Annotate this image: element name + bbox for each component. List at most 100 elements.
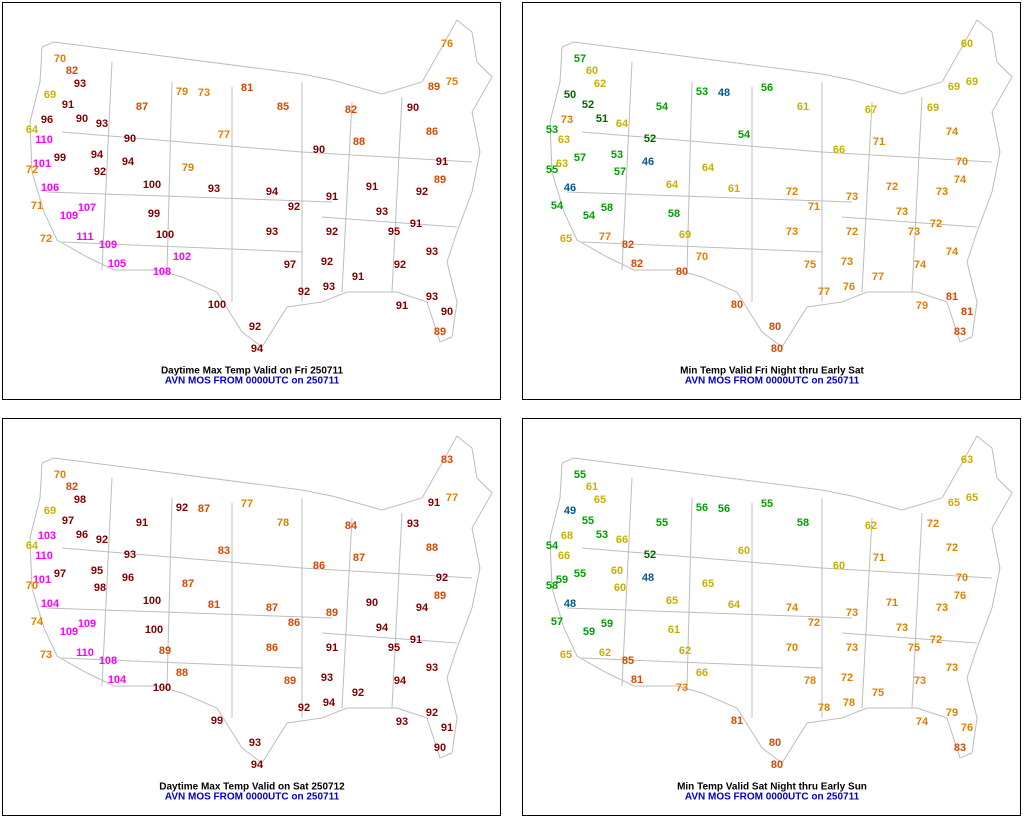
station-temp: 110 <box>35 134 53 146</box>
station-temp: 50 <box>564 89 576 101</box>
station-temp: 83 <box>441 454 453 466</box>
station-temp: 75 <box>446 76 458 88</box>
station-temp: 92 <box>416 186 428 198</box>
station-temp: 72 <box>40 233 52 245</box>
station-temp: 59 <box>601 618 613 630</box>
station-temp: 78 <box>277 517 289 529</box>
station-temp: 93 <box>321 672 333 684</box>
station-temp: 78 <box>818 702 830 714</box>
station-temp: 86 <box>288 617 300 629</box>
station-temp: 72 <box>930 634 942 646</box>
station-temp: 71 <box>886 597 898 609</box>
station-temp: 69 <box>679 229 691 241</box>
station-temp: 57 <box>574 53 586 65</box>
station-temp: 72 <box>886 181 898 193</box>
station-temp: 94 <box>251 343 264 355</box>
state-border <box>321 216 458 228</box>
station-temp: 60 <box>961 38 973 50</box>
station-temp: 53 <box>596 529 608 541</box>
station-temp: 77 <box>599 231 611 243</box>
station-temp: 100 <box>153 682 171 694</box>
station-temp: 52 <box>644 133 656 145</box>
station-temp: 73 <box>946 662 958 674</box>
station-temp: 92 <box>394 259 406 271</box>
station-temp: 55 <box>574 568 586 580</box>
state-border <box>841 632 978 644</box>
state-border <box>166 81 173 273</box>
station-temp: 75 <box>908 642 920 654</box>
station-temp: 55 <box>546 164 558 176</box>
station-temp: 99 <box>54 152 66 164</box>
station-temp: 73 <box>40 649 52 661</box>
station-temp: 62 <box>599 647 611 659</box>
station-temp: 97 <box>284 259 296 271</box>
station-temp: 62 <box>679 645 691 657</box>
station-temp: 93 <box>124 549 136 561</box>
state-border <box>61 241 303 253</box>
station-temp: 94 <box>394 675 407 687</box>
station-temp: 87 <box>182 578 194 590</box>
station-temp: 70 <box>54 469 66 481</box>
station-temp: 73 <box>676 682 688 694</box>
station-temp: 94 <box>323 697 336 709</box>
state-border <box>566 191 853 203</box>
station-temp: 111 <box>76 231 93 243</box>
station-temp: 73 <box>561 114 573 126</box>
state-border <box>581 131 823 153</box>
station-temp: 91 <box>352 271 364 283</box>
us-outline <box>549 435 1013 764</box>
station-temp: 87 <box>353 552 365 564</box>
station-temp: 56 <box>718 503 730 515</box>
station-temp: 87 <box>198 503 210 515</box>
station-temp: 46 <box>642 156 654 168</box>
station-temp: 92 <box>298 702 310 714</box>
station-temp: 99 <box>148 208 160 220</box>
station-temp: 83 <box>218 545 230 557</box>
station-temp: 75 <box>872 687 884 699</box>
us-outline <box>29 435 493 764</box>
us-outline <box>549 19 1013 348</box>
station-temp: 96 <box>122 572 134 584</box>
state-border <box>581 241 823 253</box>
station-temp: 57 <box>551 616 563 628</box>
station-temp: 74 <box>954 174 967 186</box>
state-border <box>821 567 993 579</box>
station-temp: 52 <box>582 99 594 111</box>
station-temp: 101 <box>33 574 51 586</box>
station-temp: 80 <box>676 266 688 278</box>
station-temp: 91 <box>136 517 148 529</box>
station-temp: 100 <box>156 229 174 241</box>
station-temp: 91 <box>410 218 422 230</box>
station-temp: 91 <box>326 191 338 203</box>
station-temp: 54 <box>546 540 559 552</box>
station-temp: 91 <box>396 300 408 312</box>
station-temp: 76 <box>954 590 966 602</box>
station-temp: 82 <box>345 104 357 116</box>
station-temp: 84 <box>345 520 358 532</box>
station-temp: 72 <box>841 672 853 684</box>
panel-frame <box>522 2 1021 400</box>
station-temp: 81 <box>961 306 973 318</box>
station-temp: 92 <box>298 286 310 298</box>
station-temp: 98 <box>94 582 106 594</box>
station-temp: 58 <box>797 517 809 529</box>
station-temp: 100 <box>143 595 161 607</box>
station-temp: 52 <box>644 549 656 561</box>
station-temp: 93 <box>426 246 438 258</box>
station-temp: 78 <box>843 697 855 709</box>
station-temp: 73 <box>896 206 908 218</box>
station-temp: 69 <box>44 505 56 517</box>
station-temp: 91 <box>441 722 453 734</box>
station-temp: 71 <box>873 552 885 564</box>
panel-title: Min Temp Valid Fri Night thru Early Sat <box>680 366 864 377</box>
station-temp: 73 <box>914 675 926 687</box>
station-temp: 92 <box>326 226 338 238</box>
station-temp: 77 <box>241 498 253 510</box>
station-temp: 72 <box>846 226 858 238</box>
station-temp: 89 <box>284 675 296 687</box>
station-temp: 69 <box>948 81 960 93</box>
station-temp: 73 <box>198 87 210 99</box>
station-temp: 90 <box>441 306 453 318</box>
station-temp: 63 <box>556 158 568 170</box>
station-temp: 57 <box>614 166 626 178</box>
